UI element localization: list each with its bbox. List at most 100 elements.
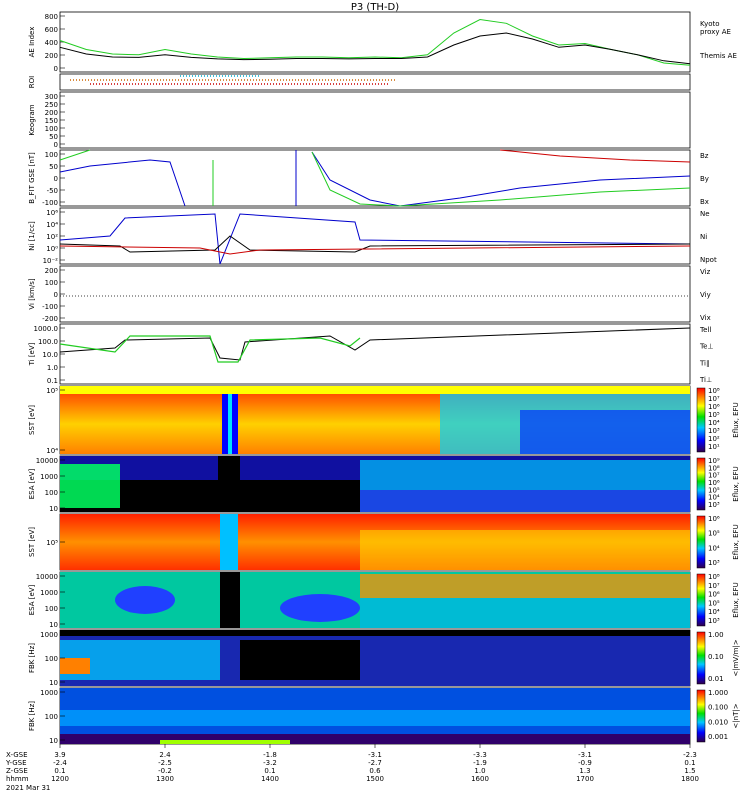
legend-kyoto: Kyoto: [700, 20, 720, 28]
colorbar-tick-esa_i: 10⁸: [708, 573, 720, 581]
colorbar-esa_e: [696, 457, 706, 511]
ytick-label-velocity: 200: [45, 267, 58, 275]
xtick-x-gse: 3.9: [54, 751, 65, 759]
ylabel-roi: ROI: [28, 76, 36, 88]
frame-keogram: [59, 91, 691, 149]
colorbar-fbk_edc: [696, 631, 706, 685]
colorbar-tick-esa_i: 10³: [708, 617, 720, 625]
colorbar-tick-sst_e: 10⁴: [708, 419, 720, 427]
fbk-edc-spectrogram: [60, 630, 690, 686]
legend-vix: Vix: [700, 314, 711, 322]
legend-ne: Ne: [700, 210, 710, 218]
legend-npot: Npot: [700, 256, 717, 264]
ytick-label-ae: 0: [54, 65, 58, 73]
xaxis-row-label: Y-GSE: [5, 759, 27, 767]
ytick-label-density: 10⁻²: [43, 257, 59, 265]
xtick-x-gse: 2.4: [159, 751, 171, 759]
ytick-label-keogram: 50: [49, 133, 58, 141]
ytick-label-temperature: 1.0: [47, 364, 58, 372]
colorbar-label-sst_e: Eflux, EFU: [732, 402, 740, 437]
ytick-label-keogram: 300: [45, 93, 58, 101]
ytick-label-temperature: 1000.0: [34, 325, 59, 333]
legend-ti: Ti⊥: [699, 376, 712, 384]
ytick-label-ae: 600: [45, 26, 58, 34]
colorbar-tick-sst_e: 10⁷: [708, 395, 720, 403]
ytick-label-bfield: -50: [47, 187, 58, 195]
ytick-label-esa_e: 10: [49, 505, 58, 513]
colorbar-tick-fbk_edc: 1.00: [708, 631, 724, 639]
xtick-x-gse: -3.3: [473, 751, 487, 759]
ytick-label-density: 10⁶: [46, 209, 58, 217]
density-npot: [59, 213, 691, 265]
xtick-x-gse: -1.8: [263, 751, 277, 759]
ytick-label-fbk_scm: 100: [45, 713, 58, 721]
colorbar-esa_i: [696, 573, 706, 627]
colorbar-tick-esa_e: 10⁷: [708, 472, 720, 480]
ylabel-temperature: Ti [eV]: [28, 342, 36, 366]
density-ne: [59, 245, 691, 255]
ytick-label-esa_i: 10000: [36, 573, 58, 581]
xtick-y-gse: -0.9: [578, 759, 592, 767]
legend-tell: Tell: [699, 326, 711, 334]
ytick-label-sst_i: 10⁵: [46, 539, 58, 547]
xtick-hhmm: 1400: [261, 775, 279, 783]
ytick-label-esa_e: 1000: [40, 473, 58, 481]
legend-bx: Bx: [700, 198, 709, 206]
colorbar-tick-fbk_edc: 0.01: [708, 675, 724, 683]
colorbar-tick-fbk_edc: 0.10: [708, 653, 724, 661]
xtick-hhmm: 1500: [366, 775, 384, 783]
legend-by: By: [700, 175, 709, 183]
xtick-x-gse: -3.1: [578, 751, 592, 759]
colorbar-tick-esa_e: 10³: [708, 501, 720, 509]
ytick-label-sst_e: 10⁴: [46, 447, 58, 455]
xaxis-row-label: Z-GSE: [6, 767, 28, 775]
ytick-label-fbk_edc: 100: [45, 655, 58, 663]
ytick-label-fbk_edc: 1000: [40, 631, 58, 639]
colorbar-tick-sst_e: 10⁶: [708, 403, 720, 411]
ylabel-sst_e: SST [eV]: [28, 405, 36, 435]
xtick-z-gse: 0.1: [54, 767, 65, 775]
xtick-y-gse: -2.5: [158, 759, 172, 767]
ytick-label-bfield: -100: [42, 199, 58, 207]
ytick-label-esa_e: 100: [45, 489, 58, 497]
ytick-label-keogram: 0: [54, 141, 58, 149]
ytick-label-esa_i: 100: [45, 605, 58, 613]
colorbar-tick-sst_e: 10⁸: [708, 387, 720, 395]
axis-ticks: 8006004002000300250200150100500100500-50…: [34, 13, 65, 745]
legend-viy: Viy: [700, 291, 711, 299]
ytick-label-esa_i: 10: [49, 621, 58, 629]
ytick-label-temperature: 100.0: [38, 338, 58, 346]
xtick-z-gse: 1.0: [474, 767, 485, 775]
colorbar-tick-fbk_scm: 0.100: [708, 704, 728, 712]
xtick-hhmm: 1600: [471, 775, 489, 783]
colorbar-tick-esa_i: 10⁴: [708, 608, 720, 616]
colorbar-tick-esa_e: 10⁵: [708, 486, 720, 494]
ytick-label-keogram: 100: [45, 125, 58, 133]
xtick-y-gse: -2.7: [368, 759, 382, 767]
xtick-y-gse: 0.1: [684, 759, 695, 767]
ylabel-sst_i: SST [eV]: [28, 527, 36, 557]
ylabel-fbk_scm: FBK [Hz]: [28, 701, 36, 731]
ylabel-fbk_edc: FBK [Hz]: [28, 643, 36, 673]
colorbar-fbk_scm: [696, 689, 706, 743]
legend-bz: Bz: [700, 152, 709, 160]
colorbar-tick-esa_i: 10⁶: [708, 591, 720, 599]
bfield-bz: [499, 149, 691, 163]
bfield-bx: [311, 151, 691, 207]
frame-temperature: [59, 323, 691, 385]
legend-viz: Viz: [700, 268, 711, 276]
legends: Bz By Bx Ne Ni Npot Viz Viy Vix Tell Te⊥ Ti∥ Ti⊥ Kyot…: [699, 20, 737, 384]
ytick-label-velocity: -100: [42, 303, 58, 311]
sst-electron-spectrogram: [60, 386, 690, 454]
ytick-label-bfield: 0: [54, 175, 58, 183]
ytick-label-keogram: 200: [45, 109, 58, 117]
xaxis-row-label: 2021 Mar 31: [6, 784, 50, 792]
ytick-label-velocity: 0: [54, 291, 58, 299]
ylabel-velocity: Vi [km/s]: [28, 278, 36, 309]
ytick-label-density: 10²: [46, 233, 58, 241]
legend-themis-ae: Themis AE: [699, 52, 737, 60]
colorbar-tick-esa_e: 10⁴: [708, 494, 720, 502]
ytick-label-density: 10⁴: [46, 221, 58, 229]
